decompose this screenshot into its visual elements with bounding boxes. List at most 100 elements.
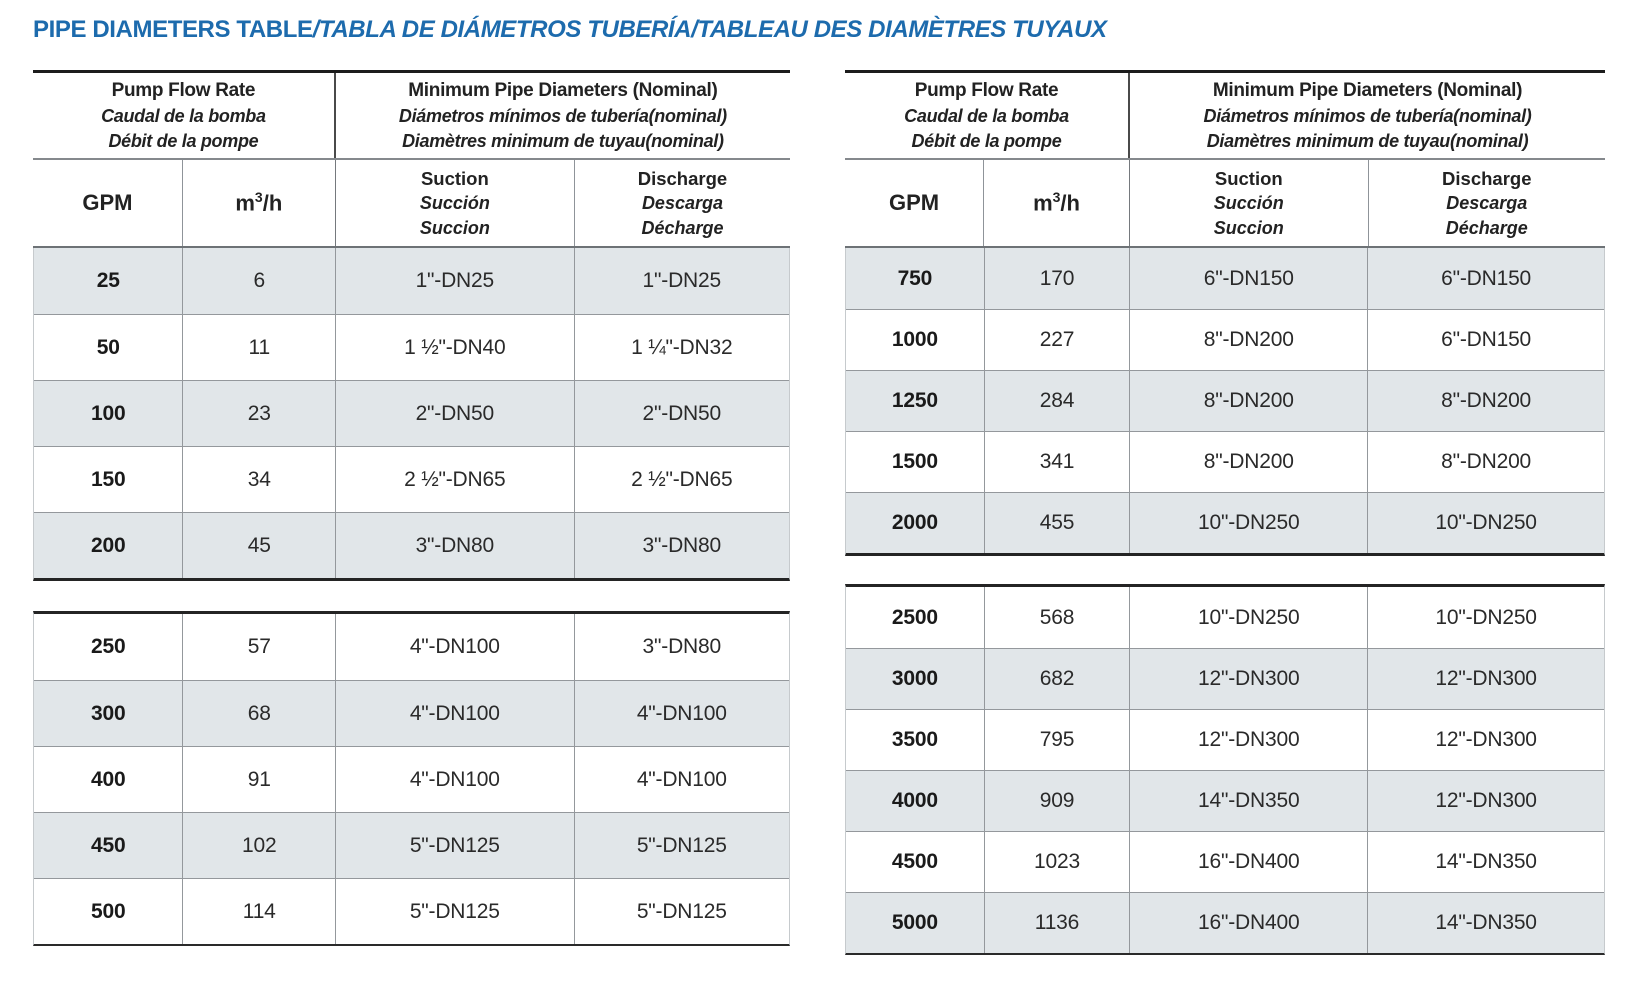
- header-text: Discharge: [637, 167, 728, 189]
- table-row: 5000 1136 16"-DN400 14"-DN350: [846, 892, 1604, 953]
- cell-discharge: 6"-DN150: [1441, 328, 1532, 351]
- cell-m3h: 23: [183, 381, 336, 446]
- cell-suction: 10"-DN250: [1130, 587, 1369, 648]
- header-text: Décharge: [1445, 217, 1528, 238]
- cell-gpm: 25: [34, 248, 184, 314]
- table-row: 2500 568 10"-DN250 10"-DN250: [846, 587, 1604, 648]
- cell-m3h: 34: [183, 447, 336, 512]
- header-m3h: m3/h: [183, 160, 336, 246]
- header-text: Descarga: [641, 192, 723, 213]
- cell-discharge: 14"-DN350: [1435, 911, 1537, 934]
- cell-discharge: 5"-DN125: [636, 899, 727, 923]
- header-text: Pump Flow Rate: [914, 79, 1059, 101]
- cell-discharge: 2 ½"-DN65: [631, 467, 733, 491]
- table-row: 4000 909 14"-DN350 12"-DN300: [846, 770, 1604, 831]
- header-text: m3/h: [1033, 189, 1080, 216]
- cell-discharge: 3"-DN80: [642, 635, 722, 658]
- header-m3h: m3/h: [984, 160, 1130, 246]
- cell-discharge: 1 ¼"-DN32: [631, 335, 733, 359]
- cell-suction: 12"-DN300: [1130, 710, 1369, 770]
- table-row: 400 91 4"-DN100 4"-DN100: [34, 746, 789, 812]
- cell-discharge: 12"-DN300: [1435, 728, 1537, 751]
- cell-m3h: 341: [985, 432, 1131, 492]
- cell-gpm: 50: [34, 315, 184, 380]
- header-text: Diámetros mínimos de tubería(nominal): [398, 105, 727, 126]
- header-text: Caudal de la bomba: [904, 105, 1069, 126]
- table-row: 250 57 4"-DN100 3"-DN80: [34, 614, 789, 680]
- cell-discharge: 1"-DN25: [642, 269, 722, 292]
- cell-suction: 1 ½"-DN40: [336, 315, 575, 380]
- header-text: Descarga: [1446, 192, 1528, 213]
- cell-suction: 2"-DN50: [336, 381, 575, 446]
- header-text: Diámetros mínimos de tubería(nominal): [1203, 105, 1532, 126]
- cell-m3h: 455: [985, 493, 1131, 553]
- cell-gpm: 500: [34, 879, 184, 944]
- cell-m3h: 1136: [985, 893, 1131, 953]
- cell-m3h: 909: [985, 771, 1131, 831]
- cell-discharge: 10"-DN250: [1435, 605, 1537, 629]
- cell-gpm: 3000: [846, 649, 985, 709]
- cell-gpm: 450: [34, 813, 184, 878]
- header-text: Suction: [420, 167, 489, 189]
- table-row: 25 6 1"-DN25 1"-DN25: [34, 248, 789, 314]
- table-row: 300 68 4"-DN100 4"-DN100: [34, 680, 789, 746]
- pipe-table-left: Pump Flow Rate Caudal de la bomba Débit …: [33, 70, 790, 946]
- cell-gpm: 3500: [846, 710, 985, 770]
- table-section: 2500 568 10"-DN250 10"-DN250 3000 682 12"-DN30…: [845, 584, 1605, 955]
- cell-m3h: 114: [183, 879, 336, 944]
- cell-m3h: 170: [985, 248, 1131, 309]
- header-suction: Suction Succión Succion: [1130, 160, 1369, 246]
- cell-suction: 3"-DN80: [336, 513, 575, 578]
- cell-gpm: 400: [34, 747, 184, 812]
- header-text: Succión: [419, 192, 490, 213]
- cell-gpm: 4500: [846, 832, 985, 892]
- cell-discharge: 4"-DN100: [636, 767, 727, 791]
- header-text: Diamètres minimum de tuyau(nominal): [402, 130, 724, 151]
- cell-suction: 4"-DN100: [336, 681, 575, 746]
- header-text: GPM: [82, 190, 133, 215]
- header-text: GPM: [888, 190, 940, 215]
- cell-gpm: 200: [34, 513, 184, 578]
- header-text: m3/h: [235, 189, 283, 216]
- cell-suction: 6"-DN150: [1130, 248, 1369, 309]
- cell-m3h: 795: [985, 710, 1131, 770]
- table-row: 1500 341 8"-DN200 8"-DN200: [846, 431, 1604, 492]
- header-text: Succion: [419, 217, 490, 238]
- cell-gpm: 1500: [846, 432, 985, 492]
- table-row: 750 170 6"-DN150 6"-DN150: [846, 248, 1604, 309]
- cell-m3h: 1023: [985, 832, 1131, 892]
- cell-m3h: 11: [183, 315, 336, 380]
- cell-m3h: 6: [183, 248, 336, 314]
- section-gap: [33, 581, 790, 611]
- header-text: Débit de la pompe: [108, 130, 259, 151]
- cell-discharge: 5"-DN125: [636, 833, 727, 857]
- cell-gpm: 100: [34, 381, 184, 446]
- cell-discharge: 12"-DN300: [1435, 667, 1537, 690]
- cell-gpm: 1000: [846, 310, 985, 370]
- cell-suction: 8"-DN200: [1130, 371, 1369, 431]
- cell-gpm: 2500: [846, 587, 985, 648]
- header-text: Minimum Pipe Diameters (Nominal): [1212, 79, 1523, 101]
- cell-gpm: 750: [846, 248, 985, 309]
- table-row: 3500 795 12"-DN300 12"-DN300: [846, 709, 1604, 770]
- header-discharge: Discharge Descarga Décharge: [1369, 160, 1605, 246]
- page-title: PIPE DIAMETERS TABLE/TABLA DE DIÁMETROS …: [33, 16, 1107, 44]
- sub-header: GPM m3/h Suction Succión Succion Dischar…: [845, 160, 1605, 248]
- group-header: Pump Flow Rate Caudal de la bomba Débit …: [33, 70, 790, 160]
- cell-m3h: 682: [985, 649, 1131, 709]
- pipe-table-right: Pump Flow Rate Caudal de la bomba Débit …: [845, 70, 1605, 955]
- table-row: 200 45 3"-DN80 3"-DN80: [34, 512, 789, 578]
- cell-discharge: 8"-DN200: [1441, 450, 1532, 473]
- header-gpm: GPM: [33, 160, 183, 246]
- header-discharge: Discharge Descarga Décharge: [575, 160, 790, 246]
- cell-suction: 14"-DN350: [1130, 771, 1369, 831]
- header-text: Succión: [1213, 192, 1284, 213]
- table-row: 1250 284 8"-DN200 8"-DN200: [846, 370, 1604, 431]
- table-row: 1000 227 8"-DN200 6"-DN150: [846, 309, 1604, 370]
- header-text: Pump Flow Rate: [111, 79, 256, 101]
- header-gpm: GPM: [845, 160, 985, 246]
- cell-discharge: 8"-DN200: [1441, 389, 1532, 412]
- header-text: Discharge: [1442, 167, 1532, 189]
- cell-m3h: 68: [183, 681, 336, 746]
